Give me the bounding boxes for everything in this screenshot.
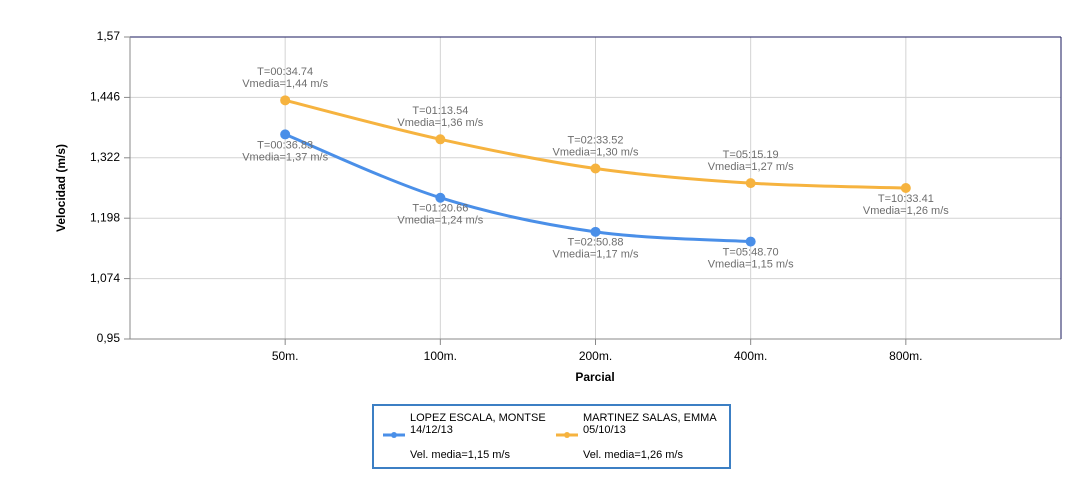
legend-marker	[564, 432, 570, 438]
series-line	[284, 133, 751, 244]
data-label: Vmedia=1,30 m/s	[553, 146, 639, 158]
data-label: Vmedia=1,24 m/s	[397, 215, 483, 227]
data-label: Vmedia=1,27 m/s	[708, 161, 794, 173]
data-label: Vmedia=1,37 m/s	[242, 151, 328, 163]
x-tick-label: 200m.	[579, 349, 612, 363]
legend-box	[372, 404, 731, 469]
data-label: Vmedia=1,15 m/s	[708, 258, 794, 270]
data-label: T=01:20.66	[412, 203, 468, 215]
data-label: Vmedia=1,17 m/s	[553, 249, 639, 261]
data-label: Vmedia=1,36 m/s	[397, 117, 483, 129]
data-point	[280, 95, 291, 106]
x-tick-label: 800m.	[889, 349, 922, 363]
y-tick-label: 1,322	[90, 150, 120, 164]
legend-date: 14/12/13	[410, 424, 453, 436]
data-label: T=02:50.88	[568, 237, 624, 249]
legend-label: MARTINEZ SALAS, EMMA	[583, 412, 717, 424]
x-axis-title: Parcial	[575, 370, 614, 384]
legend-note: Vel. media=1,15 m/s	[410, 449, 510, 461]
data-label: Vmedia=1,44 m/s	[242, 78, 328, 90]
data-label: T=00:34.74	[257, 66, 313, 78]
y-tick-label: 0,95	[97, 331, 121, 345]
data-label: T=01:13.54	[412, 105, 468, 117]
data-point	[590, 226, 601, 237]
data-point	[435, 134, 446, 145]
data-label: Vmedia=1,26 m/s	[863, 205, 949, 217]
data-label: T=02:33.52	[568, 134, 624, 146]
legend-label: LOPEZ ESCALA, MONTSE	[410, 412, 546, 424]
data-point	[280, 129, 291, 140]
data-label: T=00:36.83	[257, 139, 313, 151]
data-point	[435, 192, 446, 203]
data-label: T=05:15.19	[723, 149, 779, 161]
legend-marker	[391, 432, 397, 438]
x-tick-label: 50m.	[272, 349, 299, 363]
y-axis-title: Velocidad (m/s)	[54, 144, 68, 232]
legend-note: Vel. media=1,26 m/s	[583, 449, 683, 461]
data-point	[590, 163, 601, 174]
data-point	[900, 183, 911, 193]
data-label: T=10:33.41	[878, 193, 934, 205]
y-tick-label: 1,074	[90, 271, 120, 285]
x-tick-label: 400m.	[734, 349, 767, 363]
x-tick-label: 100m.	[424, 349, 457, 363]
y-tick-label: 1,198	[90, 210, 120, 224]
y-tick-label: 1,446	[90, 90, 120, 104]
data-point	[745, 236, 756, 247]
y-tick-label: 1,57	[97, 29, 121, 43]
data-point	[745, 178, 756, 189]
data-label: T=05:48.70	[723, 246, 779, 258]
legend-date: 05/10/13	[583, 424, 626, 436]
